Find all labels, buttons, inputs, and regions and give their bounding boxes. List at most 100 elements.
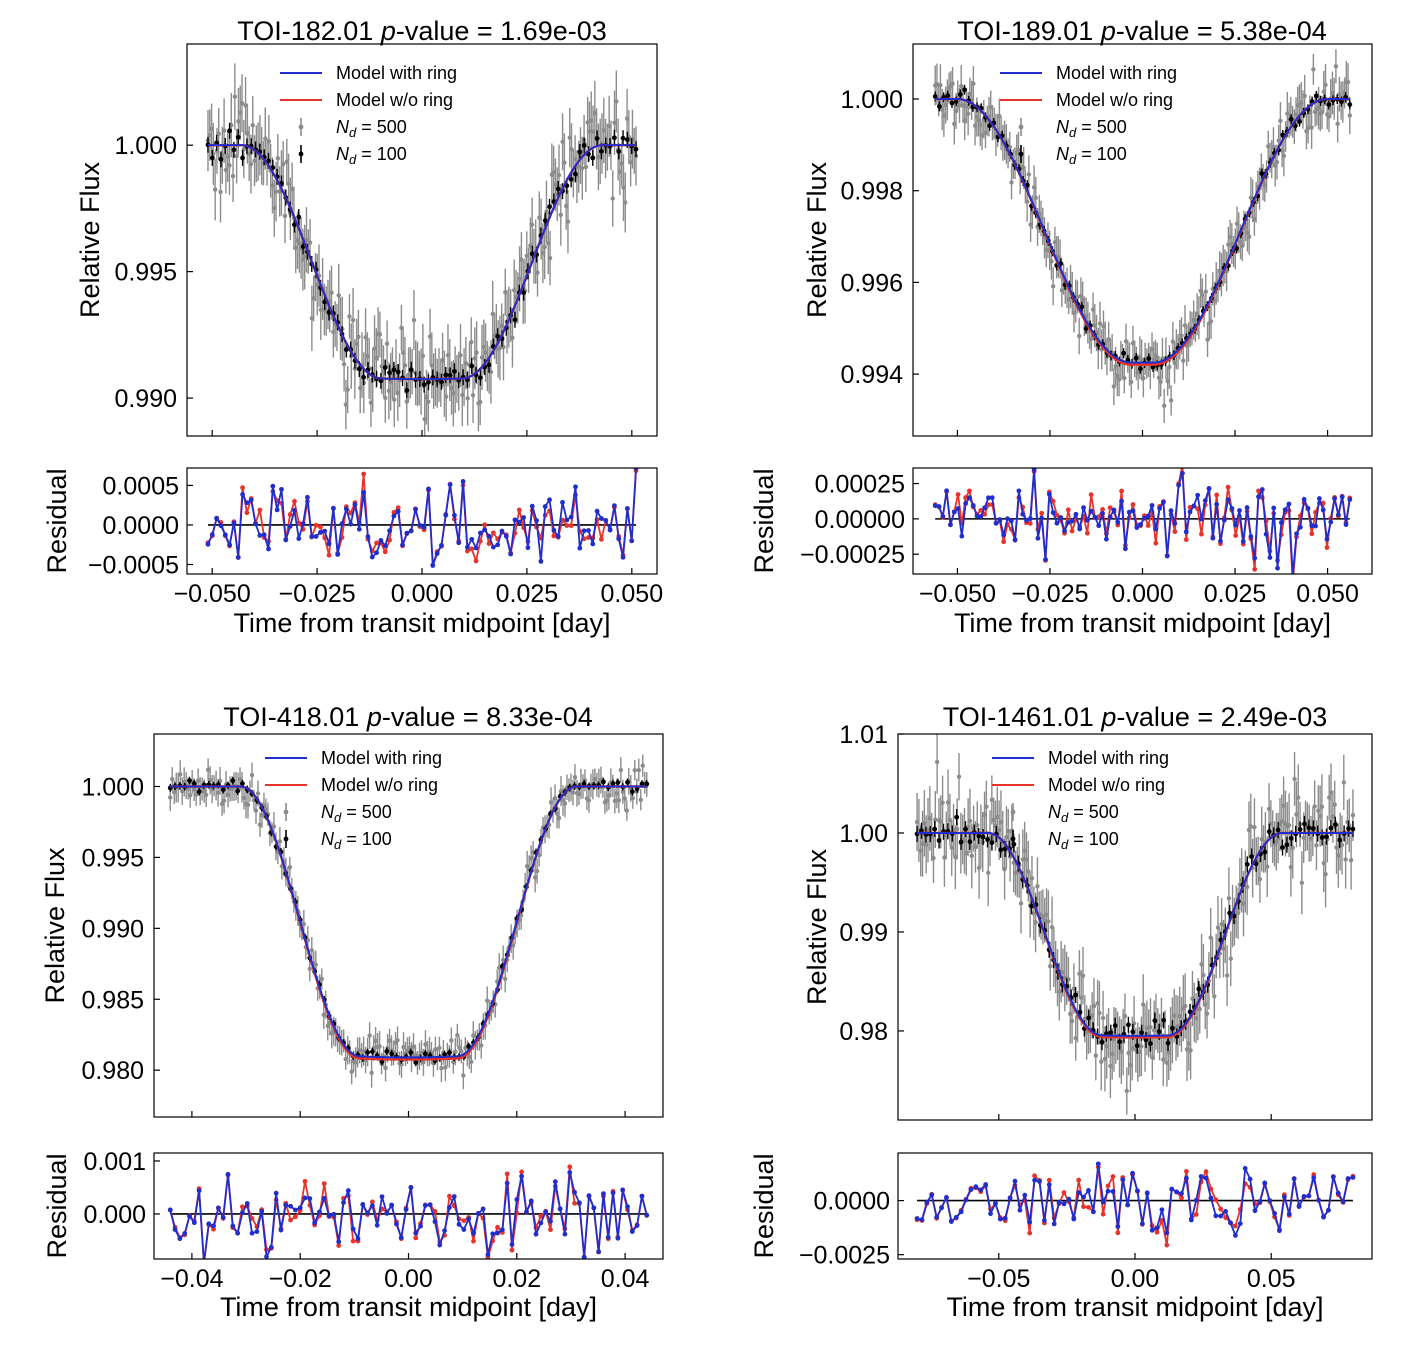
- residual-without-ring-point: [249, 1215, 255, 1221]
- residual-with-ring-point: [452, 512, 457, 518]
- ytick-label: 0.996: [840, 269, 903, 297]
- xtick-label: 0.000: [391, 580, 454, 608]
- residual-without-ring-point: [350, 1238, 356, 1244]
- residual-with-ring-point: [495, 542, 501, 548]
- residual-with-ring-point: [430, 563, 436, 568]
- series-nd-100: [205, 122, 639, 399]
- residual-with-ring-point: [1157, 506, 1163, 511]
- point-nd500: [471, 1033, 476, 1038]
- point-nd100: [599, 148, 604, 154]
- legend-label-nd100: Nd = 100: [321, 829, 392, 852]
- point-nd500: [985, 870, 991, 876]
- point-nd100: [1350, 826, 1356, 832]
- residual-with-ring-point: [1046, 1182, 1052, 1187]
- residual-ytick-label: 0.0005: [103, 472, 179, 500]
- legend-label-without-ring: Model w/o ring: [321, 775, 438, 795]
- legend-label-with-ring: Model with ring: [1056, 63, 1177, 83]
- point-nd500: [426, 399, 431, 404]
- point-nd500: [212, 187, 218, 192]
- residual-with-ring-point: [1275, 565, 1280, 571]
- residual-with-ring-point: [1031, 468, 1037, 472]
- point-nd500: [1248, 824, 1254, 829]
- point-nd500: [1309, 125, 1314, 130]
- residual-with-ring-point: [1339, 494, 1345, 500]
- residual-with-ring-point: [1206, 486, 1212, 491]
- residual-with-ring-point: [1139, 1221, 1145, 1227]
- point-nd500: [191, 787, 197, 792]
- residual-without-ring-point: [519, 1169, 525, 1175]
- point-nd500: [1089, 1013, 1095, 1018]
- residual-without-ring-point: [1081, 1204, 1086, 1210]
- point-nd500: [984, 804, 989, 809]
- residual-without-ring-point: [1184, 1169, 1189, 1174]
- point-nd500: [401, 1044, 406, 1050]
- point-nd500: [341, 361, 347, 367]
- point-nd500: [439, 1065, 444, 1071]
- point-nd500: [1031, 911, 1036, 916]
- point-nd500: [1177, 1014, 1182, 1019]
- residual-without-ring-point: [1027, 1230, 1033, 1236]
- model-with-ring-line: [935, 98, 1350, 364]
- point-nd500: [353, 1060, 358, 1065]
- residual-with-ring-point: [254, 1229, 260, 1235]
- residual-with-ring-point: [432, 1219, 438, 1225]
- point-nd500: [470, 393, 476, 398]
- residual-without-ring-point: [326, 552, 332, 558]
- residual-with-ring-point: [273, 1190, 279, 1196]
- point-nd100: [629, 789, 635, 795]
- residual-with-ring-point: [1119, 498, 1124, 504]
- point-nd500: [1275, 835, 1281, 841]
- residual-with-ring-point: [599, 516, 604, 521]
- point-nd100: [1266, 829, 1272, 835]
- residual-with-ring-point: [936, 504, 942, 509]
- residual-with-ring-point: [620, 1187, 626, 1193]
- point-nd100: [404, 387, 410, 393]
- residual-with-ring-point: [591, 1205, 597, 1211]
- point-nd100: [644, 781, 650, 787]
- point-nd500: [411, 1044, 416, 1049]
- point-nd500: [1050, 284, 1056, 289]
- point-nd500: [554, 811, 560, 816]
- point-nd100: [1249, 854, 1255, 859]
- point-nd500: [1334, 845, 1339, 850]
- legend: Model with ring Model w/o ring Nd = 500 Nd …: [280, 63, 457, 167]
- point-nd500: [395, 1037, 400, 1043]
- legend-label-with-ring: Model with ring: [1048, 748, 1169, 768]
- residual-ylabel: Residual: [749, 1153, 779, 1258]
- chart-title: TOI-189.01 p-value = 5.38e-04: [957, 16, 1327, 46]
- point-nd100: [945, 93, 951, 99]
- residual-with-ring-point: [408, 1185, 414, 1190]
- residual-with-ring-point: [1257, 1199, 1263, 1204]
- point-nd500: [636, 767, 641, 773]
- point-nd500: [221, 128, 227, 133]
- point-nd500: [201, 788, 207, 794]
- point-nd500: [949, 845, 954, 850]
- point-nd500: [558, 788, 564, 794]
- point-nd500: [433, 1047, 438, 1052]
- residual-with-ring-point: [345, 1188, 351, 1194]
- point-nd500: [1144, 1025, 1150, 1031]
- residual-with-ring-point: [1145, 513, 1151, 519]
- residual-with-ring-point: [426, 486, 431, 492]
- residual-with-ring-point: [464, 544, 470, 550]
- residual-without-ring-point: [1203, 1169, 1209, 1175]
- residual-with-ring-point: [955, 506, 961, 511]
- point-nd100: [384, 1049, 390, 1054]
- residual-with-ring-point: [172, 1227, 178, 1232]
- residual-with-ring-point: [1328, 519, 1334, 525]
- flux-plot-area: [914, 734, 1356, 1115]
- point-nd500: [1347, 113, 1352, 118]
- residual-with-ring-point: [594, 508, 600, 514]
- residual-with-ring-point: [339, 521, 345, 527]
- residual-with-ring-point: [596, 1249, 602, 1255]
- point-nd100: [1297, 119, 1302, 125]
- residual-with-ring-point: [330, 505, 336, 511]
- point-nd500: [982, 812, 987, 817]
- point-nd500: [1215, 925, 1221, 930]
- point-nd100: [196, 789, 202, 795]
- residual-with-ring-point: [287, 524, 293, 529]
- residual-with-ring-point: [374, 1222, 380, 1228]
- residual-with-ring-point: [611, 503, 617, 509]
- residual-with-ring-point: [1311, 1175, 1317, 1181]
- residual-ytick-label: 0.00000: [815, 506, 905, 534]
